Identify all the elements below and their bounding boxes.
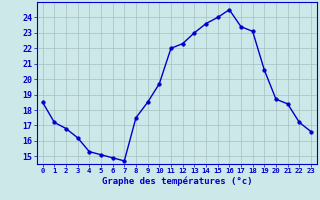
- X-axis label: Graphe des températures (°c): Graphe des températures (°c): [101, 177, 252, 186]
